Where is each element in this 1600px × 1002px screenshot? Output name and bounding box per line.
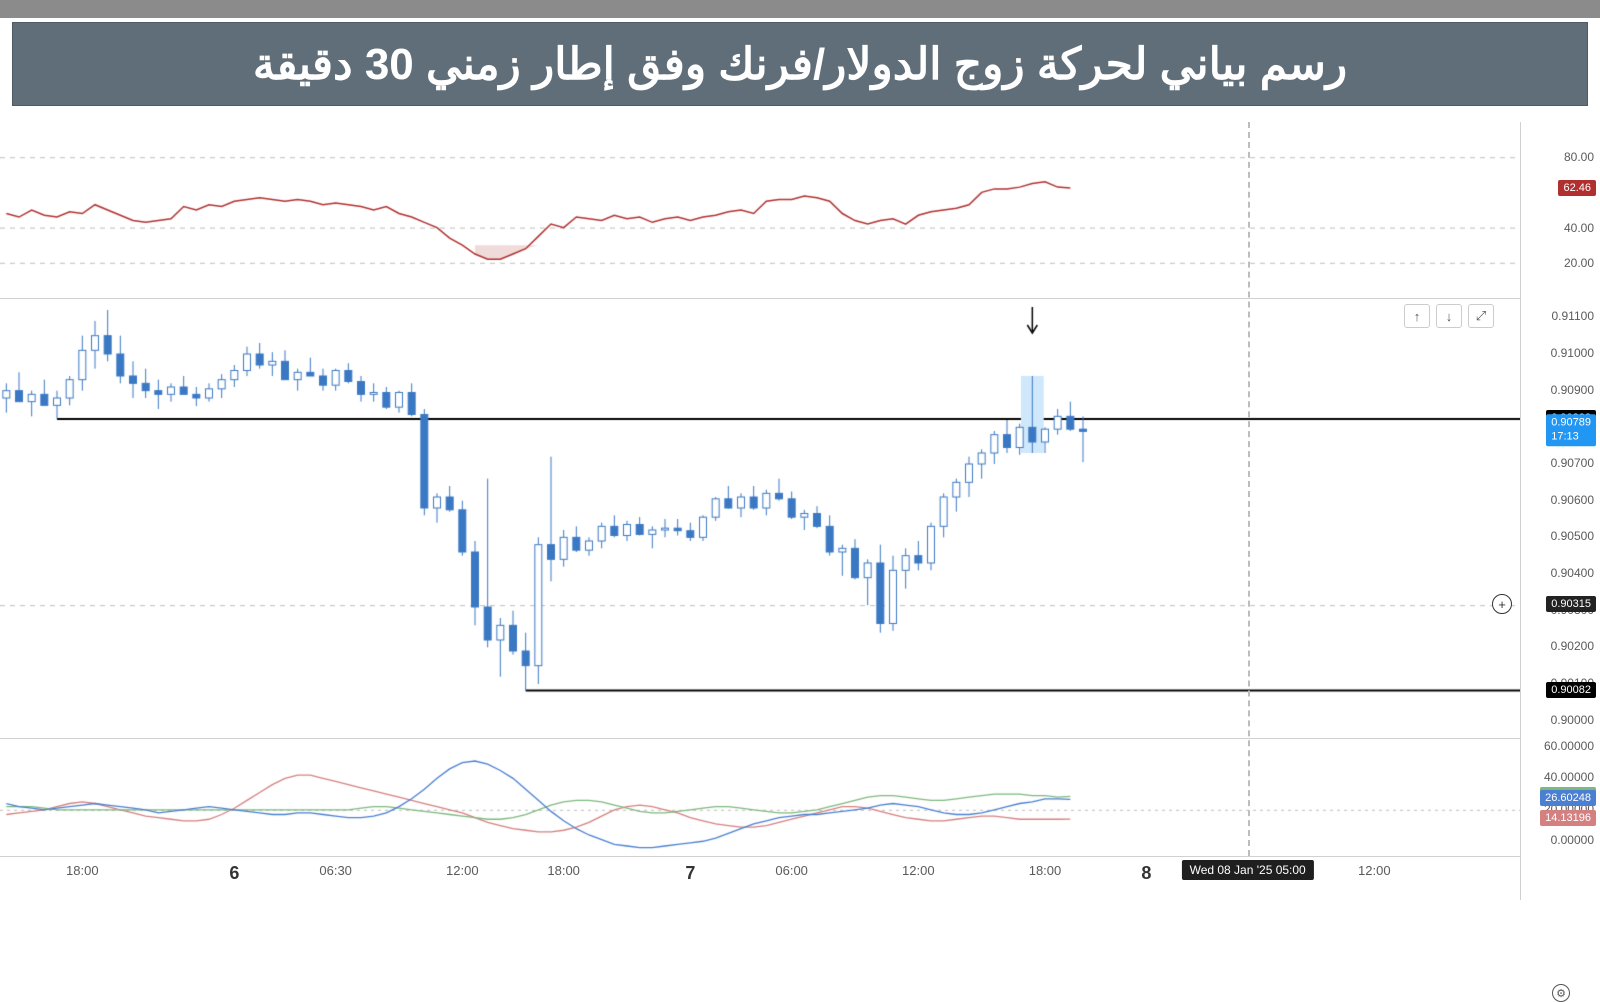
y-axis-label: 0.90000 — [1551, 713, 1594, 727]
y-axis[interactable]: 80.00 40.00 20.00 62.46 0.91100 0.91000 0.9090… — [1520, 122, 1600, 900]
x-axis-label: 06:30 — [319, 863, 352, 878]
title-banner: رسم بياني لحركة زوج الدولار/فرنك وفق إطا… — [12, 22, 1588, 106]
x-axis-label: 06:00 — [775, 863, 808, 878]
y-axis-label: 26.60248 — [1540, 790, 1596, 806]
x-axis-label: 7 — [685, 863, 695, 884]
y-axis-label: 0.90400 — [1551, 566, 1594, 580]
x-axis-label: 18:00 — [1029, 863, 1062, 878]
y-axis-label: 60.00000 — [1544, 739, 1594, 753]
x-axis-label: 12:00 — [1358, 863, 1391, 878]
y-axis-label: 0.91000 — [1551, 346, 1594, 360]
y-axis-label: 0.90900 — [1551, 383, 1594, 397]
rsi-panel[interactable] — [0, 122, 1520, 298]
y-axis-label: 0.91100 — [1552, 309, 1595, 323]
x-axis-label: 12:00 — [446, 863, 479, 878]
scroll-down-button[interactable]: ↓ — [1436, 304, 1462, 328]
y-axis-label: 0.90600 — [1551, 493, 1594, 507]
title-text: رسم بياني لحركة زوج الدولار/فرنك وفق إطا… — [253, 39, 1347, 90]
x-axis-label: 6 — [229, 863, 239, 884]
scroll-up-button[interactable]: ↑ — [1404, 304, 1430, 328]
settings-icon[interactable]: ⚙ — [1552, 984, 1570, 1002]
chart-area[interactable]: 18:00 6 06:30 12:00 18:00 7 06:00 12:00 18:00 8 12… — [0, 122, 1600, 900]
y-axis-label: 0.90315 — [1546, 596, 1596, 612]
x-axis-label: 18:00 — [547, 863, 580, 878]
y-axis-label: 40.00000 — [1544, 770, 1594, 784]
x-cursor-label: Wed 08 Jan '25 05:00 — [1182, 860, 1314, 880]
y-axis-label: 0.90200 — [1551, 639, 1594, 653]
add-alert-icon[interactable]: + — [1492, 594, 1512, 614]
price-toolbar: ↑ ↓ ⤢ — [1404, 304, 1494, 328]
crosshair-vertical — [1248, 122, 1250, 856]
y-axis-label: 0.90700 — [1551, 456, 1594, 470]
y-axis-label: 0.90082 — [1546, 682, 1596, 698]
lower-panel[interactable] — [0, 738, 1520, 856]
y-axis-label: 0.00000 — [1551, 833, 1594, 847]
x-axis-label: 8 — [1141, 863, 1151, 884]
y-axis-label: 40.00 — [1564, 221, 1594, 235]
x-axis-label: 12:00 — [902, 863, 935, 878]
price-panel[interactable] — [0, 298, 1520, 738]
y-axis-label: 62.46 — [1558, 180, 1596, 196]
y-axis-label: 14.13196 — [1540, 810, 1596, 826]
y-axis-label: 0.90500 — [1551, 529, 1594, 543]
x-axis-label: 18:00 — [66, 863, 99, 878]
reset-scale-button[interactable]: ⤢ — [1468, 304, 1494, 328]
current-price-tag: 0.9078917:13 — [1546, 415, 1596, 447]
y-axis-label: 20.00 — [1564, 256, 1594, 270]
y-axis-label: 80.00 — [1564, 150, 1594, 164]
x-axis: 18:00 6 06:30 12:00 18:00 7 06:00 12:00 18:00 8 12… — [0, 856, 1520, 900]
window-topbar — [0, 0, 1600, 18]
